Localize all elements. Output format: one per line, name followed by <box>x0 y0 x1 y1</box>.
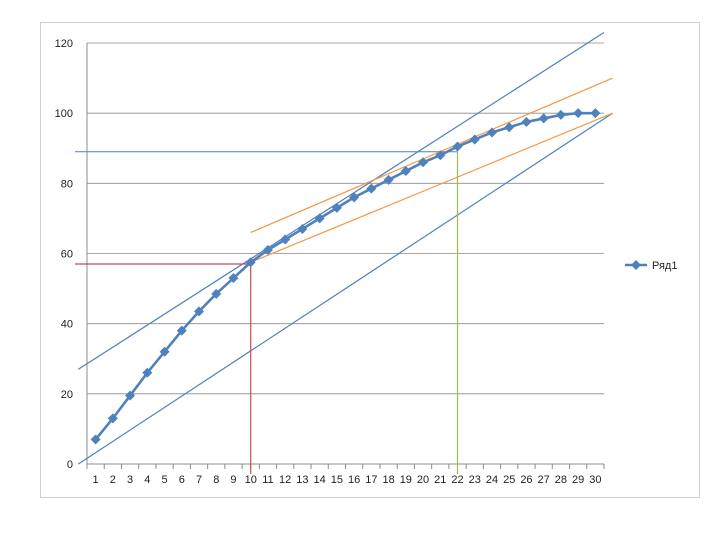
data-point-12 <box>280 234 291 245</box>
data-point-1 <box>90 434 101 445</box>
orange-trend-line-2 <box>250 112 613 263</box>
x-tick-label-25: 25 <box>503 474 515 486</box>
legend-label: Ряд1 <box>652 260 677 272</box>
data-point-29 <box>573 108 584 119</box>
x-tick-label-28: 28 <box>555 474 567 486</box>
x-tick-label-16: 16 <box>348 474 360 486</box>
blue-trend-line-1 <box>78 31 605 370</box>
x-tick-label-17: 17 <box>365 474 377 486</box>
x-tick-label-2: 2 <box>110 474 116 486</box>
chart-frame: 0 20 40 60 80 100 120 1 2 3 4 5 6 7 8 9 10 11 12 13 14 15 16 17… <box>40 22 700 498</box>
legend: Ряд1 <box>625 260 677 272</box>
x-tick-label-18: 18 <box>382 474 394 486</box>
data-point-13 <box>297 223 308 234</box>
data-point-8 <box>211 288 222 299</box>
data-point-26 <box>521 116 532 127</box>
y-tick-label-100: 100 <box>55 108 73 120</box>
annotation-lines <box>75 31 613 474</box>
gridlines <box>87 42 604 465</box>
y-tick-label-60: 60 <box>61 249 73 261</box>
x-tick-label-11: 11 <box>262 474 273 486</box>
y-tick-label-120: 120 <box>55 38 73 50</box>
x-tick-label-23: 23 <box>469 474 481 486</box>
data-point-3 <box>125 390 136 401</box>
y-tick-label-40: 40 <box>61 319 73 331</box>
data-point-23 <box>469 134 480 145</box>
x-tick-label-8: 8 <box>213 474 219 486</box>
x-tick-label-27: 27 <box>538 474 550 486</box>
x-tick-label-15: 15 <box>331 474 343 486</box>
data-point-24 <box>486 127 497 138</box>
legend-diamond-marker <box>631 260 641 270</box>
data-point-18 <box>383 174 394 185</box>
x-tick-label-19: 19 <box>400 474 412 486</box>
blue-trend-line-2 <box>78 112 613 465</box>
data-point-10 <box>245 257 256 268</box>
data-point-9 <box>228 273 239 284</box>
x-tick-label-30: 30 <box>589 474 601 486</box>
data-point-15 <box>331 202 342 213</box>
x-tick-label-24: 24 <box>486 474 498 486</box>
x-tick-label-13: 13 <box>296 474 308 486</box>
x-tick-label-3: 3 <box>127 474 133 486</box>
data-point-19 <box>400 166 411 177</box>
data-point-2 <box>107 413 118 424</box>
data-point-20 <box>418 157 429 168</box>
x-tick-label-4: 4 <box>144 474 150 486</box>
series-line-1 <box>94 111 596 441</box>
x-tick-label-26: 26 <box>520 474 532 486</box>
data-point-25 <box>504 122 515 133</box>
data-point-5 <box>159 346 170 357</box>
x-tick-label-7: 7 <box>196 474 202 486</box>
data-point-16 <box>349 192 360 203</box>
x-tick-label-5: 5 <box>161 474 167 486</box>
y-tick-label-80: 80 <box>61 178 73 190</box>
x-tick-label-6: 6 <box>179 474 185 486</box>
x-tick-label-29: 29 <box>572 474 584 486</box>
data-point-14 <box>314 213 325 224</box>
x-tick-label-1: 1 <box>93 474 99 486</box>
data-point-30 <box>590 108 601 119</box>
x-tick-label-10: 10 <box>245 474 257 486</box>
x-tick-label-20: 20 <box>417 474 429 486</box>
x-tick-label-21: 21 <box>434 474 446 486</box>
data-point-21 <box>435 150 446 161</box>
x-tick-label-14: 14 <box>314 474 326 486</box>
data-point-7 <box>194 306 205 317</box>
x-tick-label-9: 9 <box>230 474 236 486</box>
data-point-11 <box>262 244 273 255</box>
data-point-28 <box>555 109 566 120</box>
data-point-17 <box>366 183 377 194</box>
data-point-4 <box>142 367 153 378</box>
x-tick-label-12: 12 <box>279 474 291 486</box>
data-point-6 <box>176 325 187 336</box>
data-point-22 <box>452 141 463 152</box>
orange-trend-line-1 <box>250 77 613 234</box>
x-tick-label-22: 22 <box>451 474 463 486</box>
y-tick-label-0: 0 <box>67 459 73 471</box>
y-tick-label-20: 20 <box>61 389 73 401</box>
data-point-27 <box>538 113 549 124</box>
